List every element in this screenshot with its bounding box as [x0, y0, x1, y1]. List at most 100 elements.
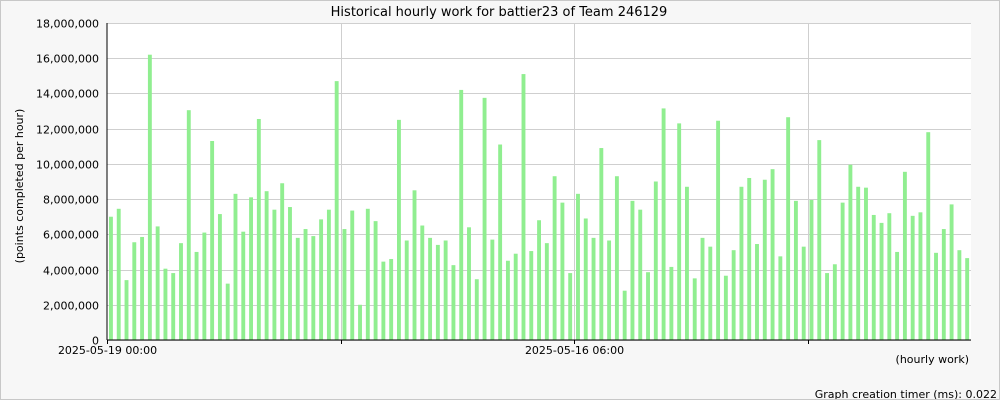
y-tick-label: 16,000,000 [36, 53, 99, 66]
y-tick-label: 14,000,000 [36, 88, 99, 101]
bar [762, 179, 767, 340]
bar [708, 246, 713, 340]
bar [482, 97, 487, 340]
bar [179, 243, 183, 340]
bar [233, 193, 238, 340]
bar [677, 123, 682, 340]
bar [420, 225, 425, 340]
bar [614, 176, 619, 340]
bar [311, 236, 316, 340]
bar [521, 74, 526, 340]
bar [879, 222, 884, 340]
bar [171, 273, 176, 340]
bar [723, 275, 728, 340]
bar [607, 240, 612, 340]
bar [653, 181, 658, 340]
bar [825, 273, 829, 340]
bar [778, 256, 783, 340]
bar [272, 209, 277, 340]
bar [319, 219, 324, 340]
bar [381, 261, 386, 340]
bar [186, 110, 191, 341]
bar [397, 119, 401, 340]
bar [389, 258, 394, 340]
bar [303, 229, 308, 340]
bar [817, 140, 822, 340]
bar [490, 239, 495, 340]
y-axis-label: (points completed per hour) [13, 109, 26, 264]
bar [326, 209, 331, 340]
bar [965, 258, 970, 340]
bar [622, 290, 627, 340]
bar [217, 214, 222, 340]
axes [106, 23, 971, 341]
bar [163, 268, 168, 340]
bar [801, 246, 806, 340]
bar [132, 242, 137, 340]
y-tick-label: 12,000,000 [36, 124, 99, 137]
bar [241, 231, 246, 340]
bar [537, 220, 541, 340]
bar [256, 118, 261, 340]
bar [864, 187, 868, 340]
bar [350, 210, 355, 340]
bar [225, 283, 230, 340]
bar [871, 214, 876, 340]
bar [731, 250, 736, 340]
bar [474, 279, 479, 340]
bar [716, 120, 721, 341]
bar [249, 197, 253, 340]
bar [109, 216, 113, 340]
bar [685, 186, 689, 340]
bar [770, 169, 775, 340]
bar [288, 207, 292, 340]
y-tick-label: 2,000,000 [43, 300, 99, 313]
x-axis-label: (hourly work) [896, 353, 969, 366]
bar [576, 193, 580, 340]
chart-title: Historical hourly work for battier23 of … [331, 5, 668, 20]
bar [529, 251, 534, 340]
bar [786, 117, 791, 340]
bar [809, 199, 814, 340]
bar [848, 164, 853, 340]
bar [443, 240, 448, 340]
bar [747, 177, 752, 340]
y-tick-labels: 0 2,000,000 4,000,000 6,000,000 8,000,000 10,… [36, 18, 99, 348]
bar [435, 244, 440, 340]
bar [342, 229, 347, 340]
bar [451, 265, 456, 340]
bar [428, 237, 433, 340]
bar [498, 144, 503, 340]
bar [661, 108, 666, 340]
bar [295, 237, 300, 340]
bar [459, 89, 464, 340]
bar [692, 278, 697, 340]
bar [599, 148, 604, 340]
bar [926, 132, 931, 340]
bar [140, 236, 145, 340]
bar [373, 221, 378, 341]
bar [116, 208, 121, 340]
bar [646, 272, 650, 340]
bar [334, 81, 339, 341]
bar [583, 218, 588, 340]
bar [155, 226, 160, 340]
bar [467, 227, 471, 340]
bar [412, 190, 417, 340]
bar [887, 213, 892, 340]
y-tick-label: 6,000,000 [43, 229, 99, 242]
bar [280, 183, 285, 340]
bar [505, 260, 510, 340]
bar [591, 237, 596, 340]
y-tick-label: 18,000,000 [36, 18, 99, 31]
bar [568, 273, 573, 340]
bar [902, 171, 907, 340]
bar [404, 240, 409, 340]
bar [560, 202, 565, 340]
bar [941, 229, 946, 340]
bar [755, 244, 759, 340]
bar [365, 208, 370, 340]
bar [210, 140, 215, 340]
y-tick-label: 0 [92, 335, 99, 348]
